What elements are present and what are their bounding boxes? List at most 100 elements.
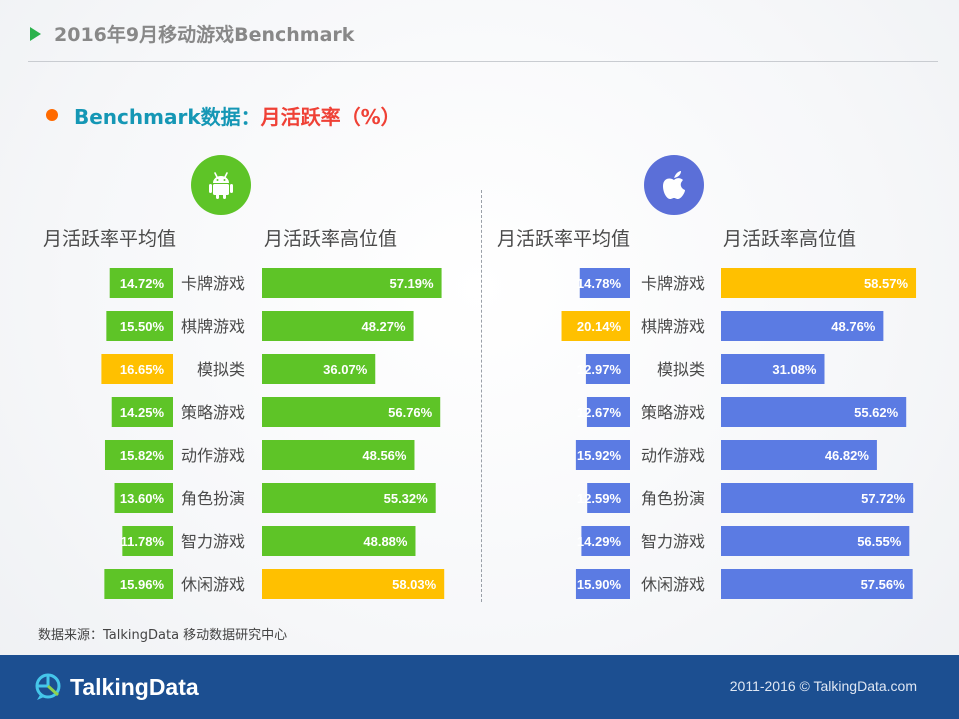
page-title: 2016年9月移动游戏Benchmark (54, 24, 355, 46)
android-category-label: 角色扮演 (181, 489, 245, 508)
ios-avg-label: 14.29% (577, 534, 622, 549)
android-avg-bar (106, 311, 173, 341)
android-avg-label: 16.65% (120, 362, 165, 377)
ios-high-label: 46.82% (825, 448, 870, 463)
android-high-label: 57.19% (389, 276, 434, 291)
android-avg-label: 13.60% (120, 491, 165, 506)
subtitle: Benchmark数据： 月活跃率（%） (46, 98, 401, 132)
android-high-label: 58.03% (392, 577, 437, 592)
android-avg-bar (114, 483, 173, 513)
android-avg-bar (104, 569, 173, 599)
header-rule (28, 61, 938, 62)
android-high-bar (262, 483, 436, 513)
android-high-header: 月活跃率高位值 (264, 228, 398, 250)
copyright: 2011-2016 © TalkingData.com (729, 678, 917, 694)
ios-category-label: 卡牌游戏 (641, 274, 705, 293)
talkingdata-logo: TalkingData (34, 669, 199, 705)
subtitle-metric: 月活跃率（%） (260, 104, 401, 129)
ios-high-label: 31.08% (772, 362, 817, 377)
android-high-bar (262, 569, 445, 599)
android-category-label: 休闲游戏 (181, 575, 245, 594)
ios-high-label: 58.57% (864, 276, 909, 291)
ios-high-label: 48.76% (831, 319, 876, 334)
android-high-label: 55.32% (384, 491, 429, 506)
android-avg-label: 15.96% (120, 577, 165, 592)
android-category-label: 策略游戏 (181, 403, 245, 422)
android-category-label: 模拟类 (197, 360, 245, 379)
brand-wordmark: TalkingData (70, 674, 199, 701)
ios-category-label: 动作游戏 (641, 446, 705, 465)
ios-avg-bar (575, 440, 630, 470)
android-avg-label: 14.25% (120, 405, 165, 420)
ios-avg-label: 12.59% (577, 491, 622, 506)
ios-high-label: 55.62% (854, 405, 899, 420)
ios-high-label: 57.56% (861, 577, 906, 592)
android-high-bar (262, 526, 416, 556)
ios-avg-bar (585, 354, 630, 384)
ios-avg-bar (586, 397, 630, 427)
ios-high-bar (721, 354, 825, 384)
panel-divider (481, 190, 482, 602)
brand-data: Data (148, 673, 199, 700)
bullet-dot-icon (46, 109, 58, 121)
data-source: 数据来源：TalkingData 移动数据研究中心 (38, 628, 288, 643)
ios-avg-bar (561, 311, 630, 341)
ios-high-bar (721, 311, 884, 341)
ios-high-label: 57.72% (861, 491, 906, 506)
android-avg-header: 月活跃率平均值 (43, 228, 177, 250)
android-high-bar (262, 354, 376, 384)
android-category-label: 棋牌游戏 (181, 317, 245, 336)
ios-high-bar (721, 526, 910, 556)
android-avg-bar (122, 526, 173, 556)
android-high-label: 56.76% (388, 405, 433, 420)
ios-high-bar (721, 483, 914, 513)
ios-avg-label: 12.97% (577, 362, 622, 377)
android-category-label: 动作游戏 (181, 446, 245, 465)
talkingdata-logo-icon (35, 673, 61, 700)
android-avg-label: 15.82% (120, 448, 165, 463)
ios-high-header: 月活跃率高位值 (723, 228, 857, 250)
ios-avg-label: 15.92% (577, 448, 622, 463)
android-high-label: 36.07% (323, 362, 368, 377)
android-high-label: 48.88% (363, 534, 408, 549)
android-icon (191, 155, 251, 215)
brand-talking: Talking (70, 673, 149, 700)
android-high-label: 48.56% (362, 448, 407, 463)
android-avg-label: 11.78% (121, 534, 165, 549)
android-high-label: 48.27% (361, 319, 406, 334)
ios-category-label: 模拟类 (657, 360, 705, 379)
ios-avg-label: 20.14% (577, 319, 622, 334)
android-high-bar (262, 268, 442, 298)
ios-category-label: 策略游戏 (641, 403, 705, 422)
subtitle-lead: Benchmark数据： (74, 104, 261, 129)
android-avg-bar (104, 440, 173, 470)
android-avg-bar (111, 397, 173, 427)
ios-category-label: 休闲游戏 (641, 575, 705, 594)
footer: TalkingData 2011-2016 © TalkingData.com (0, 655, 959, 719)
ios-avg-header: 月活跃率平均值 (497, 228, 631, 250)
ios-avg-label: 14.78% (577, 276, 622, 291)
android-avg-label: 15.50% (120, 319, 165, 334)
android-high-bar (262, 397, 441, 427)
ios-avg-label: 12.67% (577, 405, 622, 420)
apple-icon (644, 155, 704, 215)
ios-high-bar (721, 569, 913, 599)
android-avg-bar (109, 268, 173, 298)
ios-category-label: 智力游戏 (641, 532, 705, 551)
ios-avg-bar (581, 526, 630, 556)
ios-high-label: 56.55% (857, 534, 902, 549)
ios-category-label: 棋牌游戏 (641, 317, 705, 336)
ios-high-bar (721, 397, 907, 427)
ios-avg-bar (587, 483, 630, 513)
android-avg-bar (101, 354, 173, 384)
android-category-label: 卡牌游戏 (181, 274, 245, 293)
ios-avg-bar (575, 569, 630, 599)
ios-avg-bar (579, 268, 630, 298)
android-category-label: 智力游戏 (181, 532, 245, 551)
header: 2016年9月移动游戏Benchmark (0, 0, 959, 62)
android-high-bar (262, 311, 414, 341)
play-triangle-icon (30, 27, 41, 41)
android-high-bar (262, 440, 415, 470)
ios-high-bar (721, 440, 877, 470)
